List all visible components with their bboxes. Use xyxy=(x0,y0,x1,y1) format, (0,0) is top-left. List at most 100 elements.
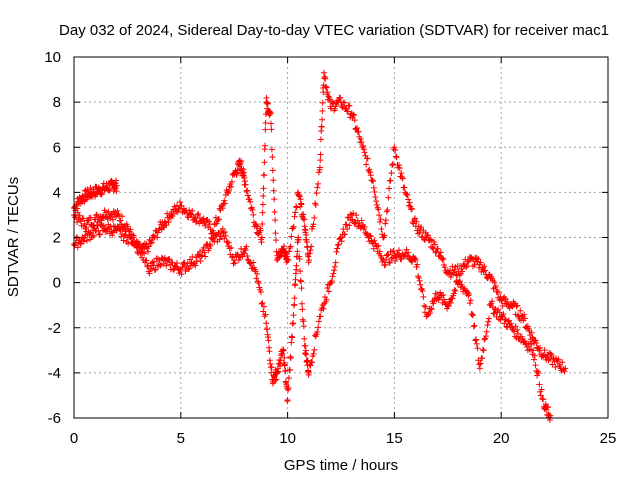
data-point-lower-track xyxy=(297,268,304,275)
data-point-main-track xyxy=(447,267,454,274)
data-point-lower-track xyxy=(501,320,508,327)
data-point-main-track xyxy=(314,184,321,191)
data-point-lower-track xyxy=(473,336,480,343)
data-point-lower-track xyxy=(96,231,103,238)
data-point-upper-track xyxy=(113,177,120,184)
data-point-lower-track xyxy=(457,278,464,285)
y-tick-label: 2 xyxy=(53,230,61,247)
data-point-lower-track xyxy=(535,370,542,377)
data-point-main-track xyxy=(202,222,209,229)
data-point-lower-track xyxy=(466,300,473,307)
data-point-main-track xyxy=(371,189,378,196)
data-point-main-track xyxy=(548,351,555,358)
data-point-main-track xyxy=(401,184,408,191)
data-point-main-track xyxy=(416,229,423,236)
data-point-main-track xyxy=(222,200,229,207)
data-point-lower-track xyxy=(440,296,447,303)
data-point-lower-track xyxy=(298,285,305,292)
data-point-lower-track xyxy=(403,246,410,253)
data-point-main-track xyxy=(376,218,383,225)
data-point-lower-track xyxy=(346,222,353,229)
data-point-lower-track xyxy=(224,239,231,246)
data-point-lower-track xyxy=(417,281,424,288)
data-point-lower-track xyxy=(317,313,324,320)
data-point-lower-track xyxy=(291,301,298,308)
data-point-main-track xyxy=(257,227,264,234)
data-point-upper-track xyxy=(74,205,81,212)
data-point-main-track xyxy=(307,247,314,254)
data-point-main-track xyxy=(260,185,267,192)
data-point-main-track xyxy=(406,199,413,206)
data-point-lower-track xyxy=(298,300,305,307)
data-point-main-track xyxy=(384,207,391,214)
chart-title: Day 032 of 2024, Sidereal Day-to-day VTE… xyxy=(59,22,609,39)
data-point-main-track xyxy=(305,253,312,260)
y-tick-label: 6 xyxy=(53,139,61,156)
data-point-lower-track xyxy=(118,233,125,240)
data-point-main-track xyxy=(408,205,415,212)
data-point-lower-track xyxy=(146,270,153,277)
data-point-main-track xyxy=(391,144,398,151)
data-point-main-track xyxy=(424,232,431,239)
data-point-main-track xyxy=(282,250,289,257)
data-point-main-track xyxy=(320,69,327,76)
data-point-lower-track xyxy=(144,262,151,269)
data-point-main-track xyxy=(450,269,457,276)
data-point-main-track xyxy=(378,226,385,233)
data-point-lower-track xyxy=(163,262,170,269)
x-tick-label: 20 xyxy=(493,430,510,447)
data-point-main-track xyxy=(331,105,338,112)
data-point-main-track xyxy=(119,213,126,220)
data-point-lower-track xyxy=(343,221,350,228)
data-point-lower-track xyxy=(483,328,490,335)
data-point-main-track xyxy=(366,166,373,173)
data-point-lower-track xyxy=(180,259,187,266)
data-point-lower-track xyxy=(231,259,238,266)
data-point-main-track xyxy=(271,196,278,203)
data-point-main-track xyxy=(475,256,482,263)
data-point-lower-track xyxy=(497,316,504,323)
data-point-main-track xyxy=(463,264,470,271)
data-point-main-track xyxy=(242,181,249,188)
data-point-lower-track xyxy=(338,238,345,245)
data-point-lower-track xyxy=(477,360,484,367)
data-point-main-track xyxy=(241,178,248,185)
data-point-main-track xyxy=(144,248,151,255)
data-point-lower-track xyxy=(290,312,297,319)
data-point-lower-track xyxy=(298,278,305,285)
data-point-main-track xyxy=(213,220,220,227)
data-point-lower-track xyxy=(430,300,437,307)
data-point-lower-track xyxy=(415,273,422,280)
data-point-main-track xyxy=(561,368,568,375)
data-point-lower-track xyxy=(178,271,185,278)
data-point-lower-track xyxy=(475,357,482,364)
data-point-main-track xyxy=(424,231,431,238)
data-point-main-track xyxy=(200,215,207,222)
data-point-main-track xyxy=(555,356,562,363)
data-point-main-track xyxy=(264,100,271,107)
data-point-lower-track xyxy=(315,324,322,331)
data-point-lower-track xyxy=(310,350,317,357)
data-point-main-track xyxy=(268,146,275,153)
data-point-lower-track xyxy=(427,310,434,317)
data-point-lower-track xyxy=(537,392,544,399)
data-point-lower-track xyxy=(170,267,177,274)
data-point-main-track xyxy=(234,167,241,174)
data-marks xyxy=(71,69,569,423)
data-point-lower-track xyxy=(392,258,399,265)
data-point-lower-track xyxy=(71,242,78,249)
data-point-lower-track xyxy=(305,369,312,376)
data-point-main-track xyxy=(358,139,365,146)
data-point-lower-track xyxy=(219,225,226,232)
data-point-lower-track xyxy=(196,248,203,255)
data-point-main-track xyxy=(481,263,488,270)
data-point-lower-track xyxy=(244,253,251,260)
data-point-main-track xyxy=(286,248,293,255)
data-point-lower-track xyxy=(282,367,289,374)
data-point-lower-track xyxy=(496,309,503,316)
data-point-main-track xyxy=(536,347,543,354)
data-point-main-track xyxy=(372,193,379,200)
data-point-main-track xyxy=(145,243,152,250)
data-point-lower-track xyxy=(329,273,336,280)
